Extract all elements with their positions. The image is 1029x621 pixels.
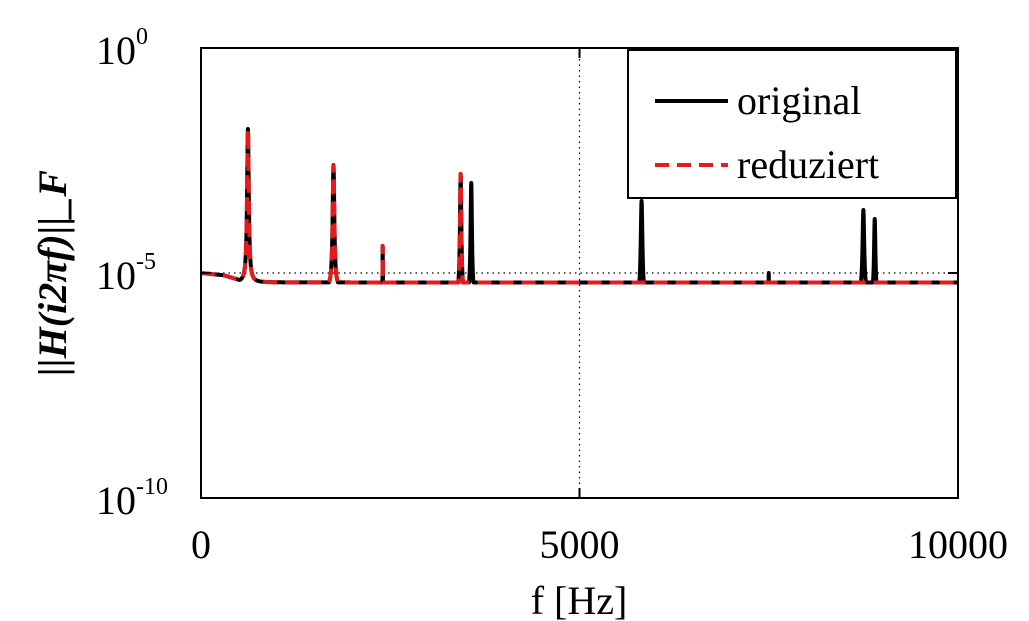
legend: original reduziert (627, 49, 957, 199)
y-axis-ticks: 100 10-5 10-10 (96, 24, 958, 523)
legend-label-reduziert: reduziert (737, 142, 879, 187)
x-tick-label: 0 (191, 522, 211, 567)
x-axis-title: f [Hz] (531, 578, 628, 621)
y-tick-label: 10-5 (96, 249, 156, 298)
series-layer (199, 127, 960, 285)
legend-box (627, 49, 957, 199)
y-tick-label: 100 (96, 24, 148, 73)
x-axis-ticks: 0 5000 10000 (191, 48, 1008, 567)
legend-label-original: original (737, 78, 861, 123)
series-line-reduziert (199, 127, 960, 285)
y-axis-title: ||H(i2πf)||_F (30, 170, 75, 376)
grid-lines (201, 48, 958, 498)
x-tick-label: 5000 (540, 522, 620, 567)
y-tick-label: 10-10 (96, 474, 168, 523)
x-tick-label: 10000 (908, 522, 1008, 567)
